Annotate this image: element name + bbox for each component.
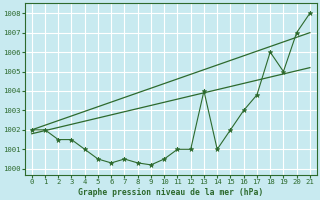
X-axis label: Graphe pression niveau de la mer (hPa): Graphe pression niveau de la mer (hPa) <box>78 188 263 197</box>
